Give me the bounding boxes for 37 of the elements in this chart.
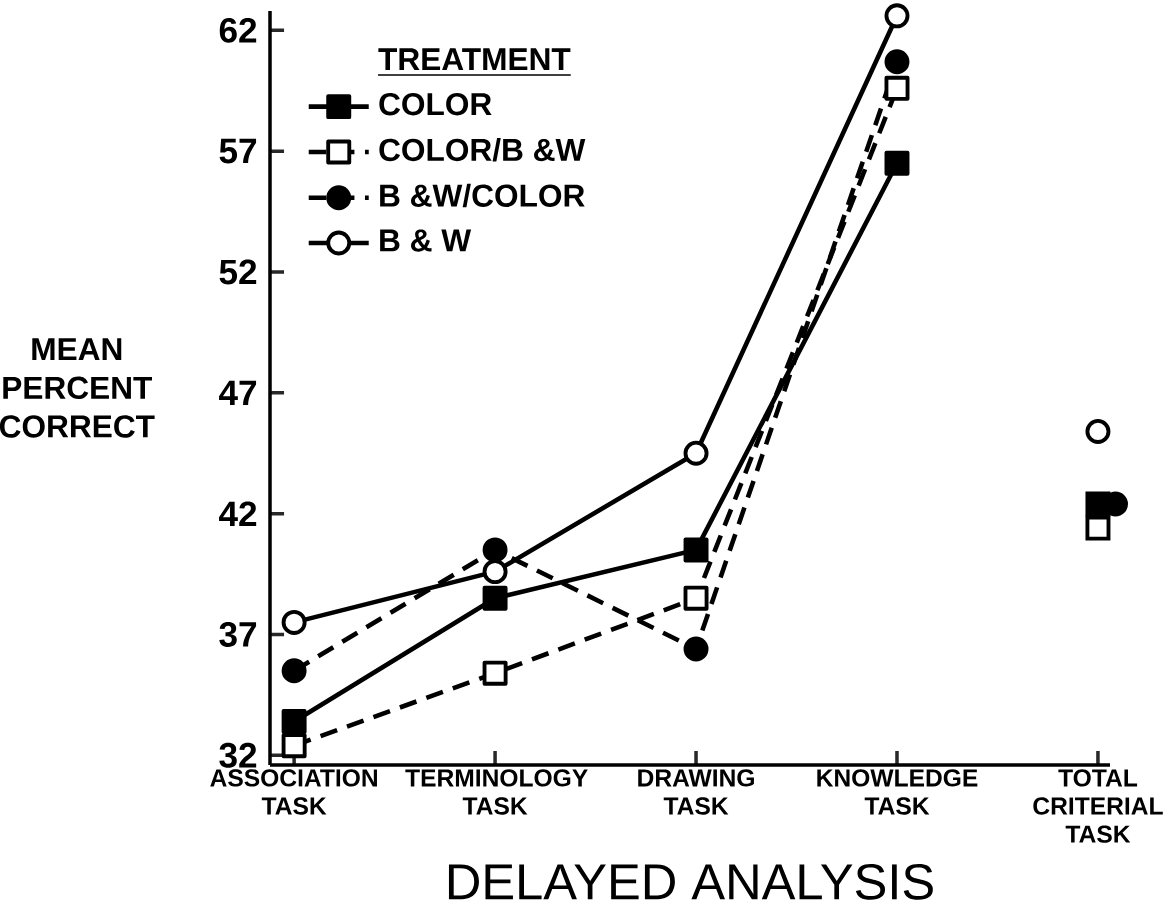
- point: [281, 733, 307, 759]
- point: [683, 537, 709, 563]
- legend-title: TREATMENT: [378, 48, 571, 71]
- point: [683, 440, 709, 466]
- point: [884, 3, 910, 29]
- y-tick-label: 62: [219, 17, 257, 43]
- point: [884, 150, 910, 176]
- point: [482, 660, 508, 686]
- x-tick-label: TERMINOLOGY TASK: [405, 769, 588, 815]
- legend-label: B &W/COLOR: [380, 183, 585, 208]
- point: [683, 636, 709, 662]
- x-tick-label: TOTAL CRITERIAL TASK: [1033, 769, 1163, 843]
- point: [281, 709, 307, 734]
- y-tick-label: 52: [219, 259, 257, 285]
- point: [683, 585, 709, 611]
- point: [281, 658, 307, 684]
- y-tick-label: 37: [219, 622, 257, 647]
- x-tick-label: DRAWING TASK: [638, 769, 754, 815]
- legend-label: B & W: [380, 229, 472, 252]
- y-tick-label: 32: [219, 742, 257, 768]
- y-tick-label: 42: [219, 501, 257, 526]
- point: [482, 585, 508, 611]
- y-tick-label: 57: [219, 138, 257, 164]
- point: [281, 609, 307, 635]
- point: [482, 537, 508, 563]
- x-axis-title: DELAYED ANALYSIS: [448, 863, 933, 900]
- point: [1085, 418, 1111, 444]
- y-axis-title: MEAN PERCENT CORRECT: [0, 338, 155, 438]
- legend-label: COLOR: [379, 92, 492, 116]
- legend-label: COLOR/B &W: [379, 137, 586, 162]
- x-tick-label: ASSOCIATION TASK: [210, 769, 377, 815]
- x-tick-label: KNOWLEDGE TASK: [817, 769, 978, 815]
- point: [884, 49, 910, 75]
- point: [1085, 515, 1111, 541]
- point: [884, 75, 910, 101]
- y-tick-label: 47: [219, 380, 257, 405]
- point: [482, 559, 508, 585]
